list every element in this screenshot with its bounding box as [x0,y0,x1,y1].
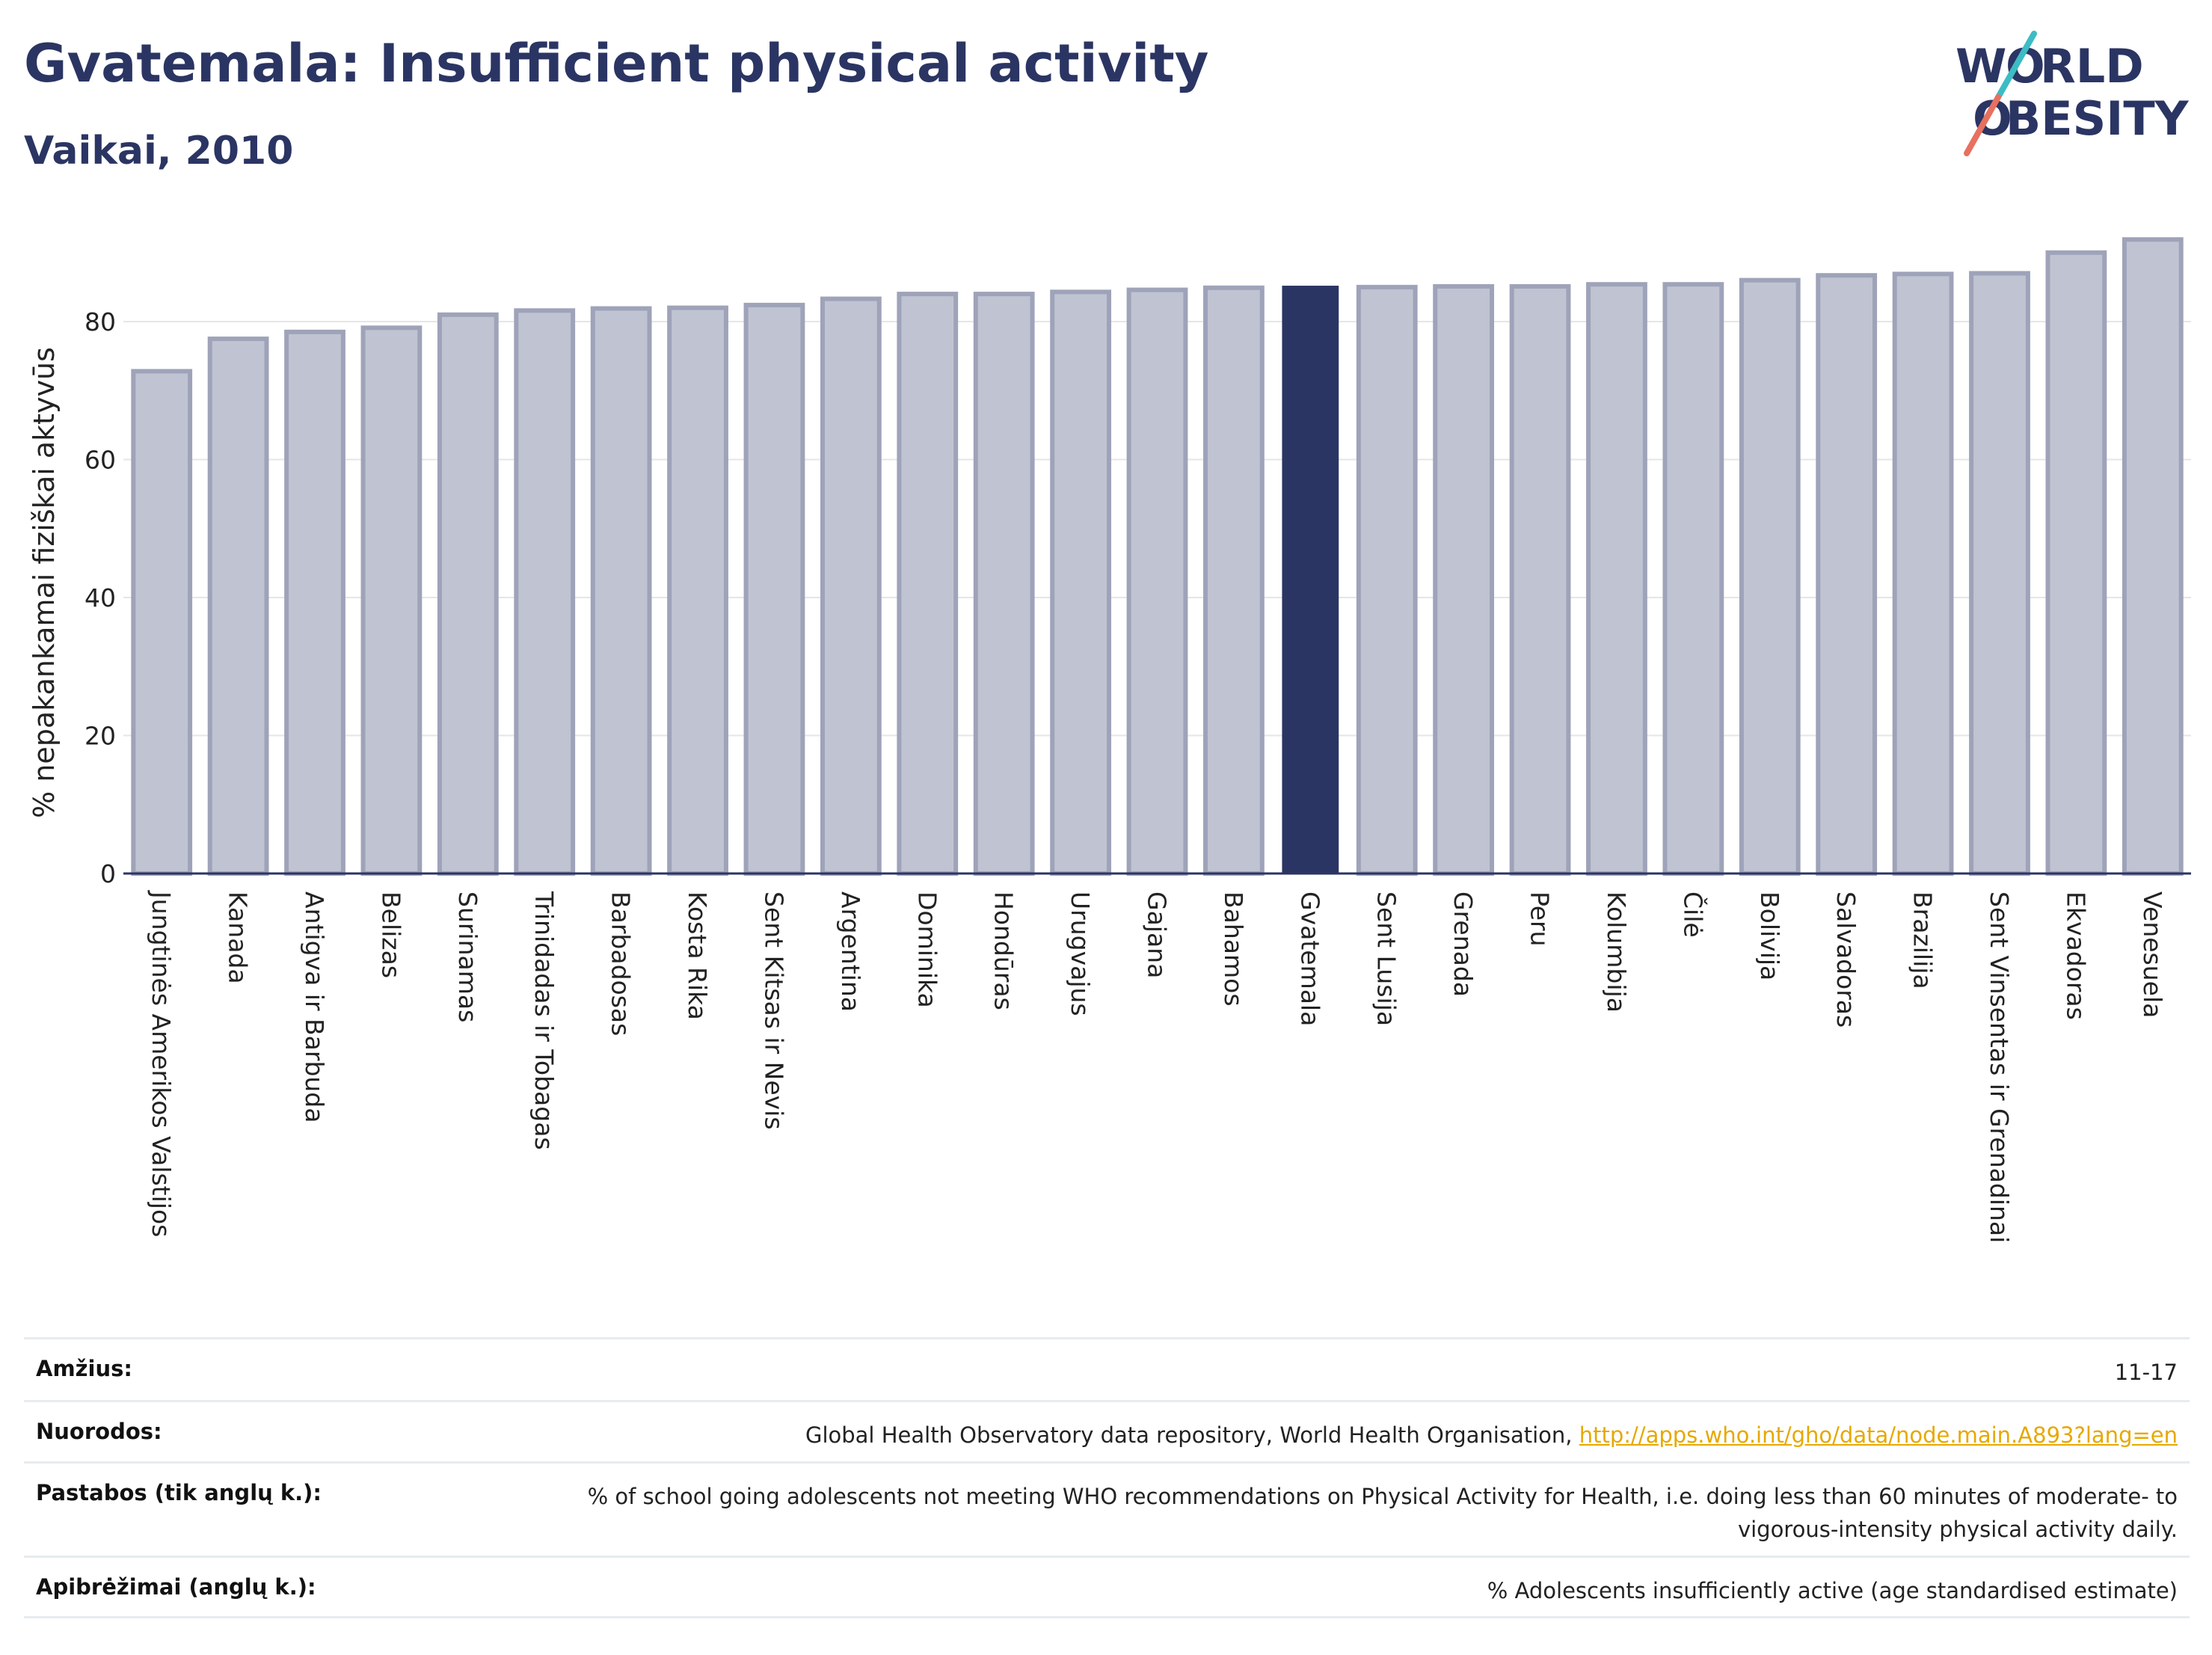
bar[interactable] [2122,237,2184,876]
bar[interactable] [743,302,805,876]
bar[interactable] [207,337,269,876]
bar[interactable] [1433,283,1495,876]
bar[interactable] [131,369,193,876]
x-tick-label: Bolivija [1755,891,1784,980]
bar[interactable] [667,305,728,876]
svg-text:RLD: RLD [2040,39,2144,93]
x-tick-label: Argentina [836,891,865,1012]
metadata-table: Amžius: 11-17 Nuorodos: Global Health Ob… [24,1337,2190,1618]
bar[interactable] [1203,285,1265,876]
x-tick-label: Barbadosas [606,891,636,1036]
source-link[interactable]: http://apps.who.int/gho/data/node.main.A… [1579,1422,2178,1448]
bar[interactable] [1126,287,1188,876]
y-tick-label: 60 [85,446,116,475]
x-tick-label: Belizas [376,891,405,978]
bar[interactable] [1892,271,1954,876]
meta-row-notes: Pastabos (tik anglų k.): % of school goi… [24,1461,2190,1556]
bar[interactable] [284,329,345,876]
x-tick-label: Ekvadoras [2061,891,2090,1020]
bar-highlight[interactable] [1282,286,1339,873]
x-tick-label: Gajana [1143,891,1172,978]
source-text: Global Health Observatory data repositor… [805,1422,1573,1448]
bar-chart: 0 20 40 60 80 % nepakankamai fiziškai aktyvūs… [28,237,2191,1243]
bar[interactable] [820,296,882,876]
page-subtitle: Vaikai, 2010 [24,129,294,174]
meta-value: Global Health Observatory data repositor… [805,1419,2178,1452]
bar[interactable] [1050,289,1111,876]
meta-row-sources: Nuorodos: Global Health Observatory data… [24,1400,2190,1461]
x-tick-label: Kanada [224,891,253,984]
bar[interactable] [2045,250,2107,876]
y-axis-label: % nepakankamai fiziškai aktyvūs [28,347,61,818]
x-tick-label: Brazilija [1908,891,1938,989]
meta-key: Pastabos (tik anglų k.): [36,1480,322,1505]
x-tick-label: Gvatemala [1295,891,1324,1026]
meta-value: 11-17 [2114,1360,2178,1385]
x-tick-label: Trinidadas ir Tobagas [529,891,559,1150]
x-tick-label: Čilė [1678,891,1708,938]
bar[interactable] [1509,283,1571,876]
bar[interactable] [973,292,1035,876]
meta-key: Apibrėžimai (anglų k.): [36,1574,316,1600]
x-tick-label: Sent Kitsas ir Nevis [759,891,788,1130]
x-tick-label: Urugvajus [1066,891,1095,1016]
x-tick-label: Sent Lusija [1372,891,1401,1026]
bar[interactable] [1969,271,2030,876]
x-tick-label: Sent Vinsentas ir Grenadinai [1985,891,2014,1243]
x-tick-label: Kosta Rika [683,891,712,1020]
world-obesity-logo: W O RLD O BESITY [1956,31,2190,156]
bar[interactable] [1739,277,1801,876]
x-tick-label: Dominika [912,891,941,1008]
bar[interactable] [514,308,576,876]
x-tick-label: Peru [1526,891,1555,947]
x-tick-label: Kolumbija [1602,891,1631,1013]
bar[interactable] [897,292,959,876]
y-tick-label: 20 [85,722,116,751]
page-title: Gvatemala: Insufficient physical activit… [24,33,1209,94]
bar[interactable] [1662,282,1724,876]
x-tick-label: Surinamas [453,891,482,1022]
svg-text:W: W [1956,39,2007,93]
meta-row-definitions: Apibrėžimai (anglų k.): % Adolescents in… [24,1556,2190,1618]
bar[interactable] [1586,282,1647,876]
x-tick-label: Hondūras [989,891,1019,1010]
x-tick-label: Jungtinės Amerikos Valstijos [147,890,176,1237]
x-tick-label: Salvadoras [1831,891,1861,1028]
bar[interactable] [437,312,499,876]
meta-key: Nuorodos: [36,1419,162,1444]
bar[interactable] [1356,284,1418,876]
bar[interactable] [590,306,652,876]
x-tick-label: Antigva ir Barbuda [300,891,329,1123]
meta-row-age: Amžius: 11-17 [24,1337,2190,1400]
y-tick-label: 0 [100,859,116,888]
y-tick-label: 40 [85,583,116,612]
bar[interactable] [360,325,423,876]
meta-key: Amžius: [36,1356,132,1381]
meta-value: % of school going adolescents not meetin… [587,1484,2178,1542]
bar[interactable] [1816,273,1878,876]
x-tick-label: Venesuela [2138,891,2167,1018]
y-tick-label: 80 [85,307,116,337]
x-tick-label: Grenada [1448,891,1478,997]
meta-value: % Adolescents insufficiently active (age… [1487,1578,2178,1603]
svg-text:BESITY: BESITY [2006,91,2190,146]
x-tick-label: Bahamos [1219,891,1248,1007]
